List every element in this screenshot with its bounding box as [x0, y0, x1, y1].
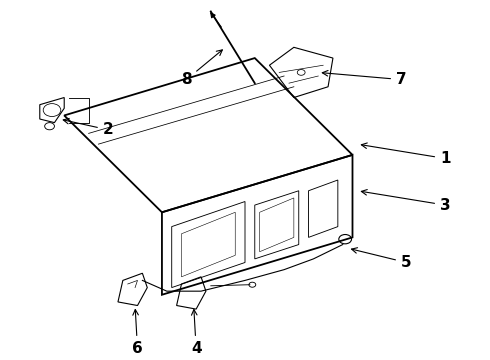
Text: 4: 4: [191, 310, 201, 356]
Text: 3: 3: [361, 190, 451, 213]
Text: 7: 7: [322, 71, 407, 87]
Text: 6: 6: [132, 310, 143, 356]
Text: 8: 8: [181, 50, 222, 87]
Text: 2: 2: [63, 118, 114, 137]
Text: 5: 5: [351, 248, 412, 270]
Text: 1: 1: [361, 143, 451, 166]
